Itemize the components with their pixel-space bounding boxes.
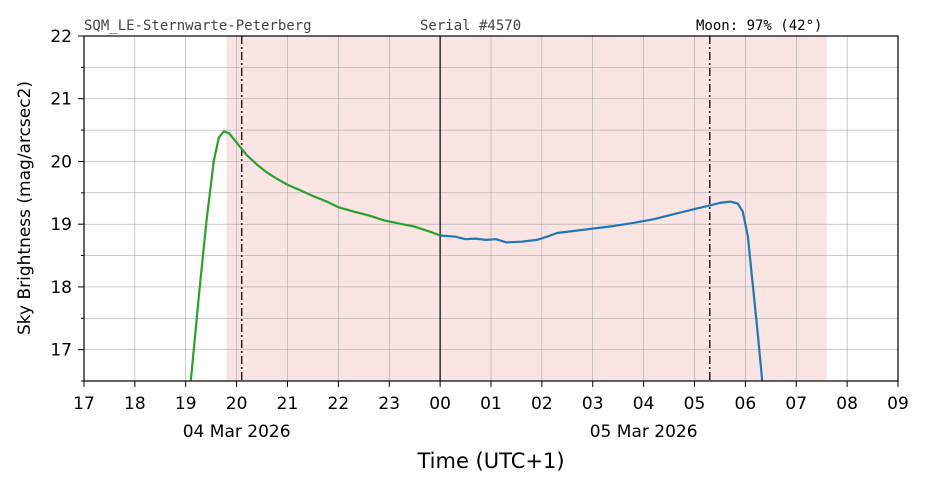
y-tick-label: 22 (50, 27, 72, 47)
vertical-markers-layer (240, 36, 711, 381)
station-name: SQM_LE-Sternwarte-Peterberg (84, 18, 312, 34)
x-tick-label: 23 (378, 394, 400, 414)
x-tick-label: 20 (226, 394, 248, 414)
y-tick-label: 19 (50, 215, 72, 235)
y-tick-label: 17 (50, 341, 72, 361)
y-tick-label: 20 (50, 152, 72, 172)
serial-number: Serial #4570 (420, 18, 521, 34)
x-tick-label: 18 (124, 394, 146, 414)
x-tick-label: 00 (429, 394, 451, 414)
x-tick-label: 17 (73, 394, 95, 414)
x-tick-label: 22 (328, 394, 350, 414)
shaded-night-span-layer (226, 36, 827, 381)
x-tick-label: 03 (582, 394, 604, 414)
x-tick-label: 06 (735, 394, 757, 414)
date-label: 04 Mar 2026 (183, 422, 291, 442)
y-tick-label: 21 (50, 90, 72, 110)
tick-layer: 17 18 19 20 21 22 23 00 01 02 03 04 05 06 07 08 09 04 Mar… (50, 27, 908, 442)
y-axis-label: Sky Brightness (mag/arcsec2) (15, 81, 35, 335)
x-tick-label: 02 (531, 394, 553, 414)
x-tick-label: 01 (480, 394, 502, 414)
x-axis-label: Time (UTC+1) (416, 449, 564, 473)
x-tick-label: 09 (887, 394, 909, 414)
x-tick-label: 07 (785, 394, 807, 414)
moon-info: Moon: 97% (42°) (696, 18, 822, 34)
x-tick-label: 21 (277, 394, 299, 414)
series-line-2 (440, 200, 764, 382)
x-tick-label: 05 (684, 394, 706, 414)
x-tick-label: 04 (633, 394, 655, 414)
x-tick-label: 19 (175, 394, 197, 414)
series-line-1 (189, 130, 441, 382)
date-label: 05 Mar 2026 (590, 422, 698, 442)
series-layer (189, 130, 764, 382)
y-tick-label: 18 (50, 278, 72, 298)
x-tick-label: 08 (836, 394, 858, 414)
shaded-span (226, 36, 827, 381)
